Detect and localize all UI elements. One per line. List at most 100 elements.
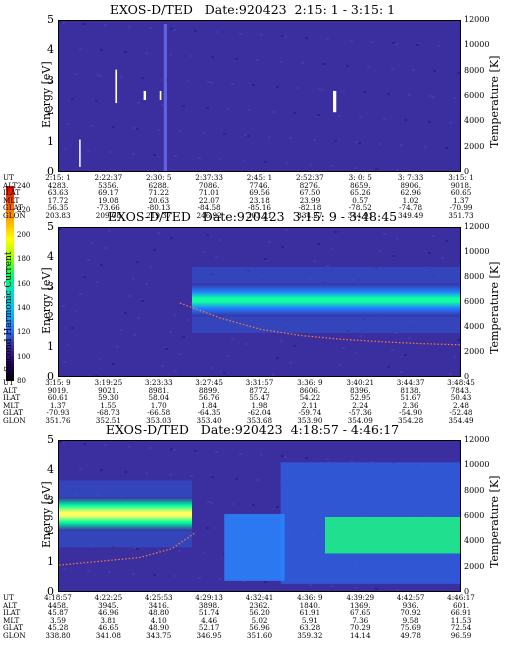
y2-tick-label: 10000 — [464, 247, 490, 256]
colorbar-title: Second Harmonic Current — [4, 251, 14, 372]
chart-title: EXOS-D/TED Date:920423 4:18:57 - 4:46:17 — [105, 422, 400, 437]
noise-cell — [223, 133, 226, 135]
noise-cell — [313, 139, 316, 141]
ephemeris-value: 354.49 — [448, 416, 474, 425]
noise-cell — [433, 70, 436, 72]
noise-cell — [95, 100, 98, 102]
noise-cell — [449, 122, 452, 124]
ephemeris-value: 1.02 — [402, 195, 419, 205]
ephemeris-value: 5356. — [98, 180, 119, 190]
noise-cell — [169, 331, 172, 333]
y2-tick-label: 12000 — [464, 222, 490, 231]
noise-cell — [210, 502, 213, 504]
noise-cell — [276, 86, 279, 88]
ephemeris-value: 353.90 — [297, 416, 323, 425]
ephemeris-value: 8899. — [198, 385, 220, 395]
ephemeris-value: 1.37 — [452, 195, 469, 205]
y-tick-label: 1 — [47, 134, 54, 148]
noise-cell — [235, 58, 238, 60]
ephemeris-value: -84.58 — [197, 203, 221, 213]
noise-cell — [75, 310, 78, 312]
noise-cell — [276, 357, 279, 359]
ephemeris-value: 1.37 — [49, 400, 66, 410]
noise-cell — [383, 118, 386, 120]
colorbar-tick: 240 — [17, 182, 31, 190]
noise-cell — [153, 249, 156, 251]
ephemeris-value: 8659. — [349, 180, 371, 190]
noise-cell — [75, 73, 78, 75]
noise-cell — [174, 370, 177, 372]
noise-cell — [408, 337, 411, 339]
ephemeris-value: 351.73 — [448, 211, 474, 220]
noise-cell — [136, 128, 139, 130]
noise-cell — [124, 471, 127, 473]
noise-cell — [104, 24, 107, 26]
colorbar — [6, 186, 14, 381]
ephemeris-value: 4:39:29 — [346, 593, 375, 602]
noise-cell — [128, 26, 131, 28]
ephemeris-value: 7086. — [198, 180, 220, 190]
energy-band — [59, 497, 192, 531]
noise-cell — [182, 336, 185, 338]
ephemeris-value: 59.30 — [98, 393, 119, 403]
ephemeris-value: 338.80 — [45, 631, 71, 640]
noise-cell — [441, 257, 444, 259]
noise-cell — [330, 248, 333, 250]
y2-tick-label: 8000 — [464, 65, 485, 75]
noise-cell — [420, 591, 423, 592]
noise-cell — [285, 162, 288, 164]
noise-cell — [59, 21, 62, 23]
heatmap-svg — [59, 441, 460, 592]
noise-cell — [321, 376, 324, 377]
noise-cell — [100, 264, 103, 266]
noise-cell — [132, 153, 135, 155]
ephemeris-value: 1.84 — [201, 400, 218, 410]
ephemeris-value: 23.99 — [299, 195, 321, 205]
ephemeris-value: 70.92 — [400, 608, 421, 618]
noise-cell — [284, 36, 287, 38]
noise-cell — [161, 104, 164, 106]
spectrum-feature — [159, 90, 162, 101]
noise-cell — [132, 573, 135, 575]
noise-cell — [412, 69, 415, 71]
ephemeris-value: 4:46:17 — [447, 593, 475, 602]
ephemeris-row-label: GLON — [3, 631, 26, 640]
ephemeris-value: 0.57 — [352, 195, 369, 205]
ephemeris-value: 351.76 — [45, 416, 71, 425]
noise-cell — [190, 55, 193, 57]
noise-cell — [59, 228, 62, 230]
ephemeris-value: 3: 7:33 — [397, 173, 424, 182]
ephemeris-value: 2.11 — [301, 400, 318, 410]
noise-cell — [120, 329, 123, 331]
ephemeris-value: 3.59 — [49, 615, 66, 625]
noise-cell — [231, 338, 234, 340]
heatmap-plot — [58, 227, 461, 377]
ephemeris-row-label: MLT — [3, 615, 20, 625]
ephemeris-value: 8138. — [400, 385, 421, 395]
noise-cell — [149, 266, 152, 268]
noise-cell — [186, 319, 189, 321]
y2-tick-label: 4000 — [464, 322, 485, 331]
noise-cell — [260, 34, 263, 36]
noise-cell — [437, 45, 440, 47]
ephemeris-value: 72.54 — [450, 623, 472, 633]
noise-cell — [338, 115, 341, 117]
noise-cell — [71, 98, 74, 100]
noise-cell — [223, 372, 226, 374]
chart-title: EXOS-D/TED Date:920423 2:15: 1 - 3:15: 1 — [109, 2, 396, 17]
y2-tick-label: 12000 — [464, 15, 490, 24]
noise-cell — [141, 300, 144, 302]
y2-axis-label: Temperature [K] — [488, 261, 501, 354]
noise-cell — [342, 90, 345, 92]
y-tick-label: 5 — [47, 433, 54, 446]
noise-cell — [215, 256, 218, 258]
ephemeris-value: 71.22 — [148, 188, 170, 198]
ephemeris-value: 3:48:45 — [447, 378, 475, 387]
noise-cell — [100, 49, 103, 51]
noise-cell — [317, 114, 320, 116]
ephemeris-value: 6288. — [148, 180, 170, 190]
ephemeris-value: -57.36 — [348, 408, 372, 418]
noise-cell — [62, 22, 65, 24]
noise-cell — [194, 30, 197, 32]
noise-cell — [62, 305, 65, 307]
